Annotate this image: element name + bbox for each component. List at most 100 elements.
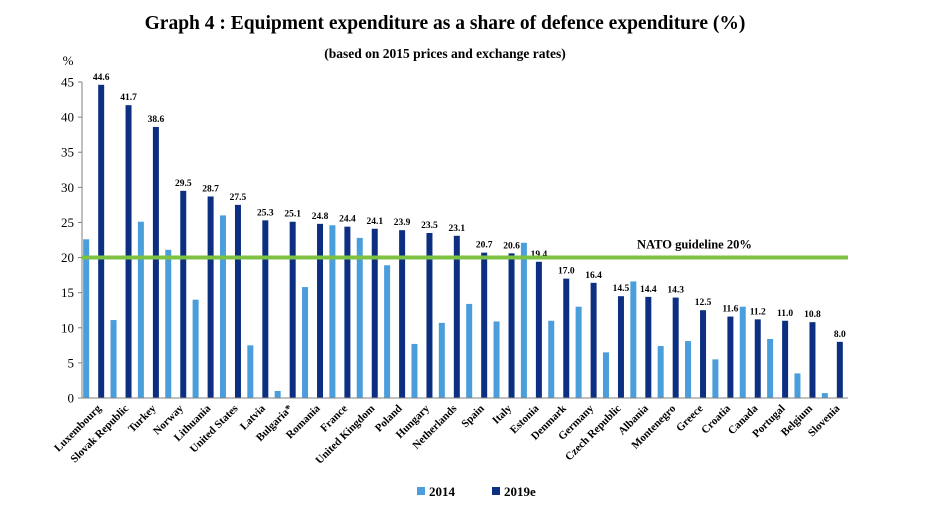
bar-2014-italy xyxy=(493,321,500,398)
bar-2014-slovenia xyxy=(821,393,828,398)
bar-2019e-romania xyxy=(317,223,324,398)
data-label: 24.8 xyxy=(312,212,329,222)
bars-group xyxy=(83,84,843,398)
bar-2014-norway xyxy=(165,249,172,398)
bar-2019e-hungary xyxy=(426,232,433,398)
chart-title: Graph 4 : Equipment expenditure as a sha… xyxy=(145,13,746,34)
data-label: 29.5 xyxy=(175,179,192,189)
data-label: 23.9 xyxy=(394,218,411,228)
bar-2014-luxembourg xyxy=(83,239,90,398)
data-labels-group: 44.6 41.7 38.6 29.5 28.7 27.5 25.3 25.1 24.8 24.4… xyxy=(93,73,846,340)
y-axis: 0 5 10 15 20 25 30 35 40 45 xyxy=(61,75,83,406)
bar-2014-bulgaria xyxy=(274,390,281,398)
y-tick-label: 20 xyxy=(61,250,74,265)
bar-2014-portugal xyxy=(767,339,774,398)
bar-2019e-belgium xyxy=(809,322,816,398)
bar-2019e-turkey xyxy=(152,126,159,398)
x-tick-label: United States xyxy=(188,402,241,455)
data-label: 11.2 xyxy=(750,307,766,317)
data-label: 10.8 xyxy=(804,310,821,320)
bar-2014-turkey xyxy=(137,221,144,398)
data-label: 14.3 xyxy=(667,286,684,296)
bar-2019e-croatia xyxy=(727,316,734,398)
bar-2019e-germany xyxy=(590,282,597,398)
bar-2019e-spain xyxy=(481,252,488,398)
bar-2019e-estonia xyxy=(535,261,542,398)
data-label: 25.1 xyxy=(284,210,301,220)
bar-2019e-portugal xyxy=(782,320,789,398)
legend: 2014 2019e xyxy=(417,484,536,499)
data-label: 8.0 xyxy=(834,330,846,340)
bar-2019e-united-states xyxy=(234,204,241,398)
bar-2014-albania xyxy=(630,281,637,398)
bar-2014-united-states xyxy=(219,215,226,398)
y-tick-label: 5 xyxy=(68,355,75,370)
bar-2014-croatia xyxy=(712,359,719,398)
y-tick-label: 0 xyxy=(68,391,75,406)
bar-2019e-albania xyxy=(645,296,652,398)
data-label: 14.4 xyxy=(640,285,657,295)
bar-2019e-canada xyxy=(754,319,761,398)
bar-2019e-poland xyxy=(399,230,406,398)
data-label: 20.7 xyxy=(476,241,493,251)
bar-2014-greece xyxy=(685,341,692,398)
bar-2019e-denmark xyxy=(563,278,570,398)
bar-2014-czech-republic xyxy=(602,352,609,398)
y-axis-unit-label: % xyxy=(63,53,74,68)
y-tick-label: 25 xyxy=(61,215,74,230)
data-label: 25.3 xyxy=(257,208,274,218)
data-label: 11.0 xyxy=(777,309,793,319)
nato-guideline-label: NATO guideline 20% xyxy=(637,238,752,252)
data-label: 28.7 xyxy=(202,184,219,194)
x-tick-label: Italy xyxy=(490,402,514,426)
data-label: 23.5 xyxy=(421,221,438,231)
bar-2019e-greece xyxy=(700,310,707,398)
y-tick-label: 40 xyxy=(61,110,74,125)
bar-2014-estonia xyxy=(520,242,527,398)
y-tick-label: 45 xyxy=(61,75,74,90)
data-label: 20.6 xyxy=(503,241,520,251)
legend-swatch-2014 xyxy=(417,487,425,495)
y-tick-label: 30 xyxy=(61,180,74,195)
bar-2014-hungary xyxy=(411,343,418,398)
bar-2019e-united-kingdom xyxy=(371,228,378,398)
bar-2019e-france xyxy=(344,226,351,398)
x-tick-label: Spain xyxy=(459,403,487,431)
bar-2019e-slovenia xyxy=(836,341,843,398)
y-tick-label: 10 xyxy=(61,320,74,335)
bar-2014-lithuania xyxy=(192,299,199,398)
legend-label-2014: 2014 xyxy=(429,484,456,499)
bar-2014-slovak-republic xyxy=(110,320,117,398)
legend-swatch-2019e xyxy=(492,487,500,495)
bar-2019e-slovak-republic xyxy=(125,105,132,398)
data-label: 44.6 xyxy=(93,73,110,83)
data-label: 19.4 xyxy=(531,250,548,260)
bar-2014-united-kingdom xyxy=(356,237,363,398)
data-label: 38.6 xyxy=(148,115,165,125)
data-label: 41.7 xyxy=(120,93,137,103)
data-label: 24.4 xyxy=(339,215,356,225)
bar-2019e-netherlands xyxy=(453,235,460,398)
bar-2019e-czech-republic xyxy=(617,296,624,398)
bar-2014-netherlands xyxy=(438,322,445,398)
legend-label-2019e: 2019e xyxy=(504,484,536,499)
data-label: 24.1 xyxy=(366,217,383,227)
y-tick-label: 35 xyxy=(61,145,74,160)
data-label: 12.5 xyxy=(695,298,712,308)
bar-2014-france xyxy=(329,225,336,398)
bar-2014-spain xyxy=(466,303,473,398)
bar-2014-belgium xyxy=(794,373,801,398)
bar-2019e-luxembourg xyxy=(98,84,105,398)
bar-2014-romania xyxy=(302,287,309,398)
data-label: 11.6 xyxy=(722,305,738,315)
data-label: 27.5 xyxy=(230,193,247,203)
bar-2019e-latvia xyxy=(262,220,269,398)
bar-2014-denmark xyxy=(548,320,555,398)
chart-subtitle: (based on 2015 prices and exchange rates… xyxy=(324,46,566,61)
bar-2014-poland xyxy=(384,265,391,398)
y-tick-label: 15 xyxy=(61,285,74,300)
bar-2014-canada xyxy=(739,306,746,398)
bar-2019e-norway xyxy=(180,190,187,398)
